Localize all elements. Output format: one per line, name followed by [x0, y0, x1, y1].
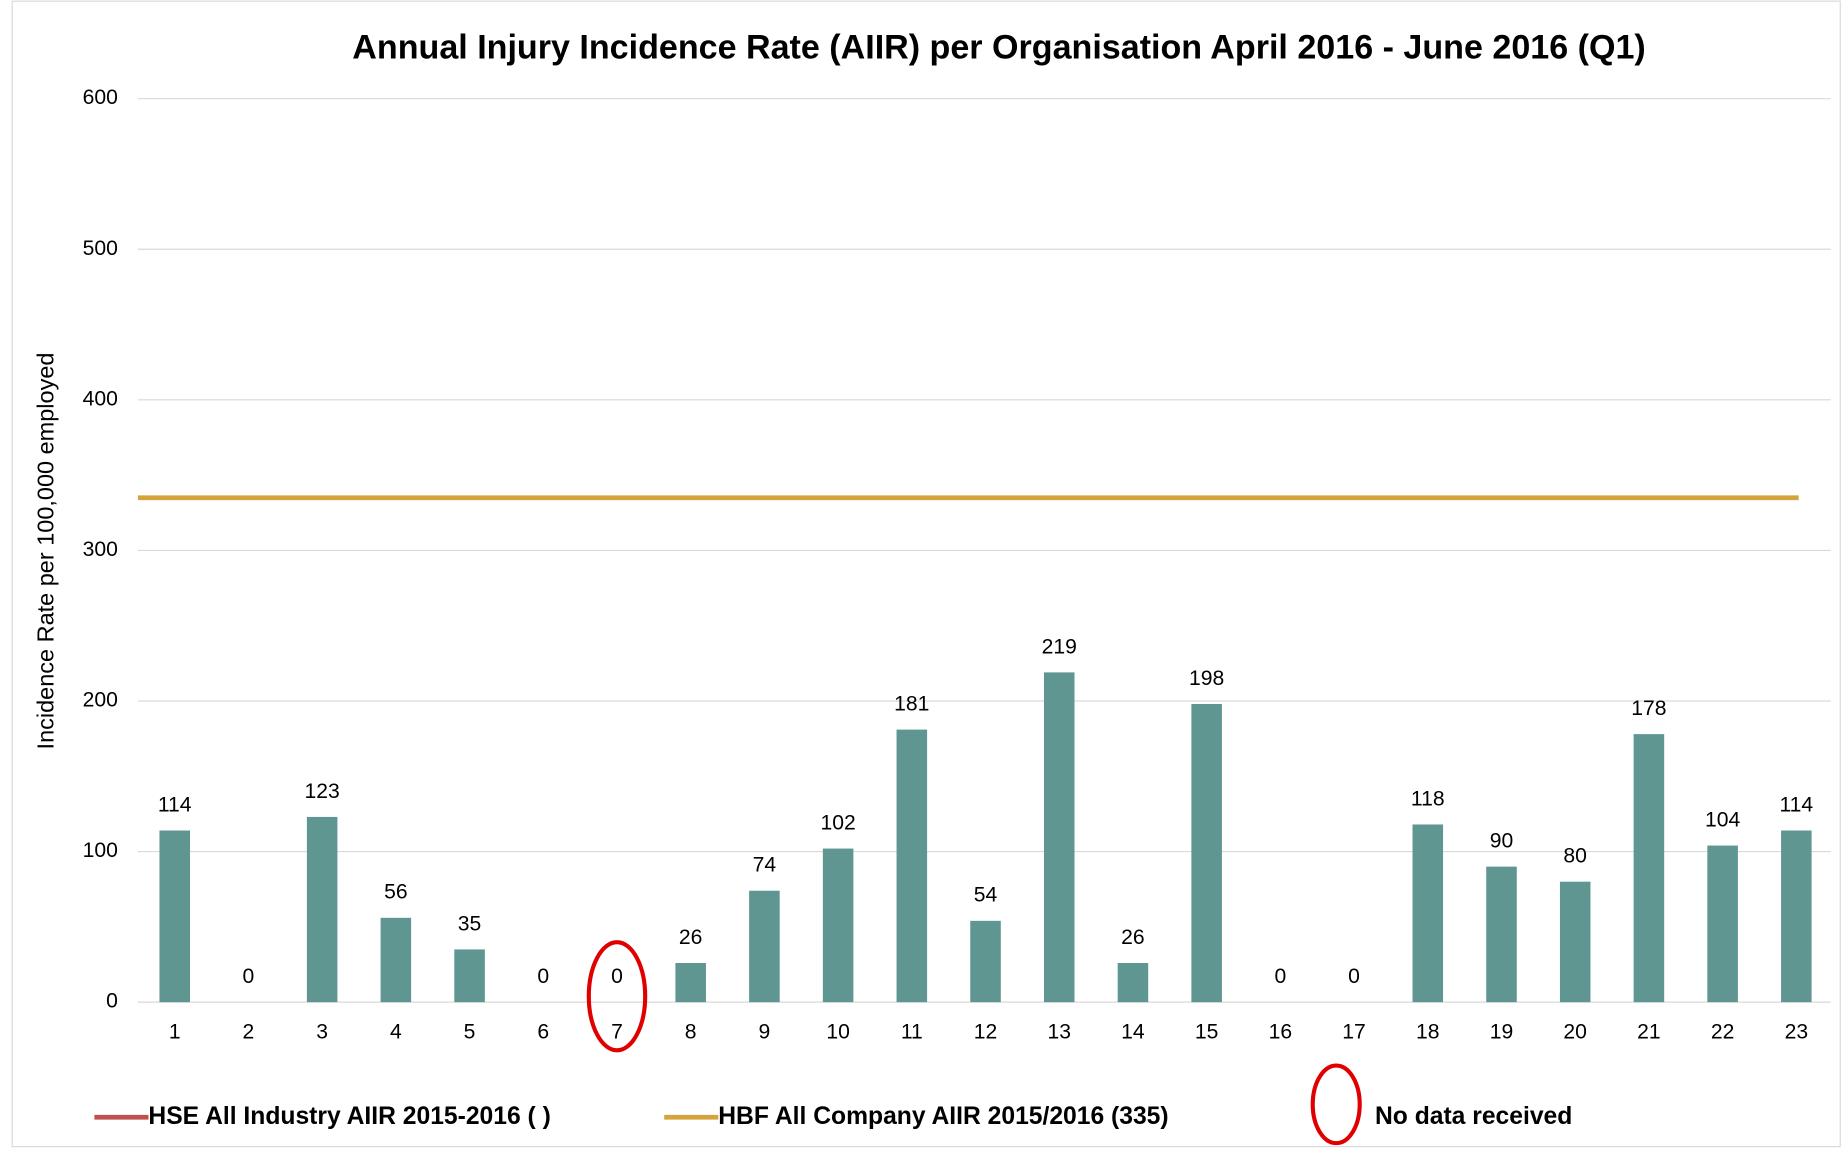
- x-tick-label: 12: [974, 1020, 998, 1043]
- x-tick-label: 22: [1711, 1020, 1735, 1043]
- y-tick-label: 0: [106, 990, 118, 1013]
- x-tick-label: 6: [537, 1020, 549, 1043]
- chart-title: Annual Injury Incidence Rate (AIIR) per …: [352, 28, 1645, 66]
- data-label: 219: [1042, 635, 1077, 658]
- bar: [1486, 866, 1517, 1003]
- x-tick-label: 21: [1637, 1020, 1661, 1043]
- x-tick-label: 11: [901, 1020, 923, 1043]
- x-tick-label: 19: [1490, 1020, 1514, 1043]
- x-tick-label: 13: [1047, 1020, 1071, 1043]
- bar: [159, 830, 191, 1003]
- y-axis-label: Incidence Rate per 100,000 employed: [33, 353, 59, 750]
- bar: [306, 816, 338, 1003]
- x-tick-label: 10: [826, 1020, 850, 1043]
- data-label: 74: [753, 854, 777, 877]
- data-label: 56: [384, 881, 408, 904]
- data-label: 178: [1631, 697, 1666, 720]
- x-tick-label: 14: [1121, 1020, 1145, 1043]
- legend-circle: [1310, 1063, 1362, 1146]
- x-tick-label: 5: [464, 1020, 476, 1043]
- x-tick-label: 18: [1416, 1020, 1440, 1043]
- annotation-circle: [586, 940, 648, 1053]
- bar: [675, 962, 706, 1003]
- y-tick-label: 300: [83, 538, 118, 561]
- bar: [1633, 734, 1665, 1003]
- y-tick-label: 500: [83, 237, 118, 260]
- bar: [454, 949, 485, 1003]
- data-label: 26: [1121, 926, 1145, 949]
- data-label: 181: [894, 693, 929, 716]
- x-tick-label: 2: [243, 1020, 255, 1043]
- bar: [1191, 704, 1222, 1003]
- x-tick-label: 17: [1342, 1020, 1366, 1043]
- bar: [1707, 845, 1738, 1003]
- data-label: 114: [1779, 793, 1813, 816]
- data-label: 90: [1490, 830, 1514, 853]
- data-label: 54: [974, 884, 998, 907]
- x-tick-label: 15: [1195, 1020, 1219, 1043]
- data-label: 118: [1411, 787, 1445, 810]
- data-label: 123: [305, 780, 340, 803]
- y-tick-label: 100: [83, 839, 118, 862]
- bar: [822, 848, 854, 1003]
- data-label: 0: [1274, 965, 1286, 988]
- data-label: 0: [611, 965, 623, 988]
- data-label: 114: [158, 793, 192, 816]
- x-tick-label: 8: [685, 1020, 697, 1043]
- bar: [1412, 824, 1444, 1003]
- data-label: 102: [820, 811, 855, 834]
- legend-label: HSE All Industry AIIR 2015-2016 ( ): [148, 1103, 550, 1130]
- x-tick-label: 4: [390, 1020, 402, 1043]
- legend-label: No data received: [1375, 1103, 1572, 1130]
- data-label: 35: [458, 912, 482, 935]
- x-tick-label: 20: [1563, 1020, 1587, 1043]
- y-tick-label: 400: [83, 387, 118, 410]
- data-label: 80: [1563, 845, 1587, 868]
- data-label: 104: [1705, 808, 1740, 831]
- bar: [1117, 962, 1149, 1003]
- y-tick-label: 600: [83, 86, 118, 109]
- x-tick-label: 16: [1269, 1020, 1293, 1043]
- bar: [749, 890, 780, 1003]
- data-label: 0: [243, 965, 255, 988]
- data-label: 0: [1348, 965, 1360, 988]
- bar: [896, 729, 928, 1003]
- x-tick-label: 9: [759, 1020, 771, 1043]
- bar: [970, 920, 1001, 1003]
- data-label: 0: [537, 965, 549, 988]
- data-label: 198: [1189, 667, 1224, 690]
- y-tick-label: 200: [83, 689, 118, 712]
- bar: [1043, 672, 1075, 1003]
- legend-label: HBF All Company AIIR 2015/2016 (335): [718, 1103, 1168, 1130]
- chart-frame: [11, 0, 1841, 1148]
- x-tick-label: 3: [316, 1020, 328, 1043]
- bar: [1781, 830, 1812, 1003]
- x-tick-label: 7: [611, 1020, 623, 1043]
- x-tick-label: 23: [1785, 1020, 1809, 1043]
- x-tick-label: 1: [169, 1020, 181, 1043]
- bar: [380, 917, 412, 1003]
- bar: [1559, 881, 1591, 1003]
- data-label: 26: [679, 926, 703, 949]
